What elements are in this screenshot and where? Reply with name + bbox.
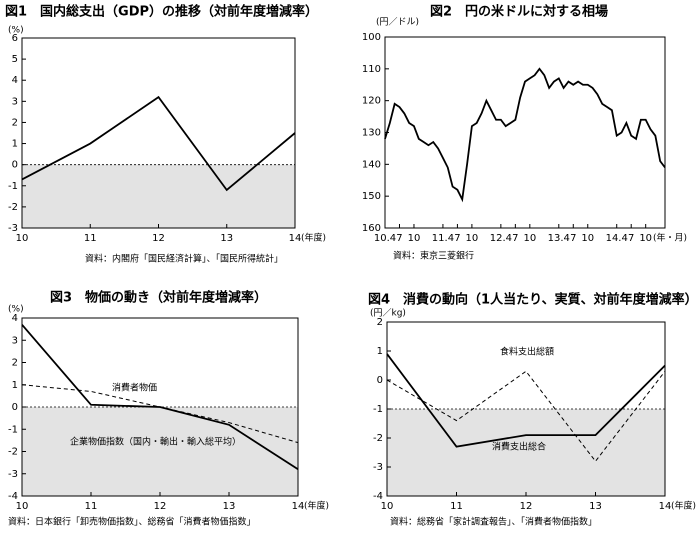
y-tick-label: 1 bbox=[12, 380, 18, 391]
plot-frame bbox=[384, 36, 666, 229]
y-tick-label: 2 bbox=[377, 317, 383, 328]
x-tick-label: 11 bbox=[450, 501, 463, 512]
x-unit: (年・月) bbox=[653, 232, 687, 244]
x-unit: (年度) bbox=[301, 232, 326, 244]
y-tick-label: 100 bbox=[362, 32, 381, 43]
x-tick-label: 14 bbox=[659, 501, 672, 512]
shaded-area bbox=[22, 407, 298, 496]
y-tick-label: 4 bbox=[12, 75, 18, 86]
x-unit: (年度) bbox=[671, 500, 696, 512]
y-unit: (円／ドル) bbox=[376, 17, 419, 28]
y-tick-label: 110 bbox=[362, 64, 381, 75]
chart-title: 図3 物価の動き（対前年度増減率） bbox=[50, 290, 267, 306]
y-tick-label: -3 bbox=[8, 469, 18, 480]
x-tick-label: 13 bbox=[589, 501, 602, 512]
source: 資料：総務省「家計調査報告」、「消費者物価指数」 bbox=[390, 516, 597, 528]
x-tick-label: 14 bbox=[289, 233, 302, 244]
shaded-area bbox=[22, 164, 295, 228]
x-tick-label: 11.4 bbox=[432, 233, 454, 244]
y-tick-label: 120 bbox=[362, 96, 381, 107]
x-tick-label: 10 bbox=[16, 233, 29, 244]
chart-title: 図4 消費の動向（1人当たり、実質、対前年度増減率） bbox=[368, 292, 698, 308]
y-tick-label: -1 bbox=[8, 424, 18, 435]
x-tick-label: 10 bbox=[466, 233, 479, 244]
y-unit: (%) bbox=[8, 26, 24, 36]
y-tick-label: 2 bbox=[12, 358, 18, 369]
y-tick-label: -2 bbox=[373, 433, 383, 444]
x-tick-label: 11 bbox=[84, 233, 97, 244]
x-tick-label: 10 bbox=[581, 233, 594, 244]
x-tick-label: 7 bbox=[628, 233, 634, 244]
x-tick-label: 7 bbox=[396, 233, 402, 244]
x-tick-label: 14 bbox=[292, 501, 305, 512]
y-tick-label: -2 bbox=[8, 447, 18, 458]
y-tick-label: 0 bbox=[12, 402, 18, 413]
y-tick-label: 150 bbox=[362, 191, 381, 202]
y-tick-label: 3 bbox=[12, 335, 18, 346]
y-tick-label: 1 bbox=[377, 346, 383, 357]
x-tick-label: 12 bbox=[152, 233, 165, 244]
y-tick-label: 130 bbox=[362, 128, 381, 139]
data-line bbox=[21, 324, 299, 471]
y-tick-label: 0 bbox=[377, 375, 383, 386]
y-tick-label: -3 bbox=[373, 462, 383, 473]
x-tick-label: 13.4 bbox=[548, 233, 570, 244]
y-tick-label: -4 bbox=[373, 491, 383, 502]
y-tick-label: -1 bbox=[8, 181, 18, 192]
source: 資料：日本銀行「卸売物価指数」、総務省「消費者物価指数」 bbox=[8, 516, 256, 528]
y-tick-label: 160 bbox=[362, 223, 381, 234]
x-tick-label: 13 bbox=[220, 233, 233, 244]
data-line bbox=[384, 67, 666, 203]
y-tick-label: 1 bbox=[12, 139, 18, 150]
series-label: 食料支出総額 bbox=[500, 346, 554, 358]
source: 資料：東京三菱銀行 bbox=[393, 250, 474, 262]
data-line bbox=[21, 95, 296, 192]
x-tick-label: 7 bbox=[570, 233, 576, 244]
x-tick-label: 10 bbox=[381, 501, 394, 512]
x-tick-label: 11 bbox=[85, 501, 98, 512]
series-label: 消費者物価 bbox=[112, 382, 157, 394]
series-label: 消費支出総合 bbox=[492, 441, 546, 453]
chart-title: 図1 国内総支出（GDP）の推移（対前年度増減率） bbox=[5, 4, 318, 20]
y-unit: (円／kg) bbox=[370, 308, 406, 319]
series-label: 企業物価指数（国内・輸出・輸入総平均） bbox=[70, 436, 241, 448]
x-tick-label: 12.4 bbox=[490, 233, 512, 244]
y-tick-label: 3 bbox=[12, 96, 18, 107]
x-tick-label: 10 bbox=[408, 233, 421, 244]
source: 資料：内閣府「国民経済計算」、「国民所得統計」 bbox=[85, 253, 283, 265]
y-tick-label: 5 bbox=[12, 54, 18, 65]
y-tick-label: 2 bbox=[12, 117, 18, 128]
x-tick-label: 10 bbox=[16, 501, 29, 512]
x-tick-label: 7 bbox=[512, 233, 518, 244]
y-tick-label: 0 bbox=[12, 160, 18, 171]
x-tick-label: 13 bbox=[223, 501, 236, 512]
y-tick-label: 140 bbox=[362, 159, 381, 170]
x-tick-label: 12 bbox=[520, 501, 533, 512]
y-tick-label: 6 bbox=[12, 33, 18, 44]
x-unit: (年度) bbox=[304, 500, 329, 512]
x-tick-label: 7 bbox=[454, 233, 460, 244]
data-line bbox=[386, 353, 666, 448]
shaded-area bbox=[387, 409, 665, 496]
data-line bbox=[386, 370, 666, 463]
y-tick-label: 4 bbox=[12, 313, 18, 324]
y-tick-label: -3 bbox=[8, 223, 18, 234]
x-tick-label: 10 bbox=[523, 233, 536, 244]
y-unit: (%) bbox=[8, 305, 24, 315]
y-tick-label: -4 bbox=[8, 491, 18, 502]
y-tick-label: -2 bbox=[8, 202, 18, 213]
y-tick-label: -1 bbox=[373, 404, 383, 415]
x-tick-label: 10.4 bbox=[374, 233, 396, 244]
x-tick-label: 12 bbox=[154, 501, 167, 512]
x-tick-label: 14.4 bbox=[606, 233, 628, 244]
chart-title: 図2 円の米ドルに対する相場 bbox=[430, 4, 608, 20]
x-tick-label: 10 bbox=[639, 233, 652, 244]
